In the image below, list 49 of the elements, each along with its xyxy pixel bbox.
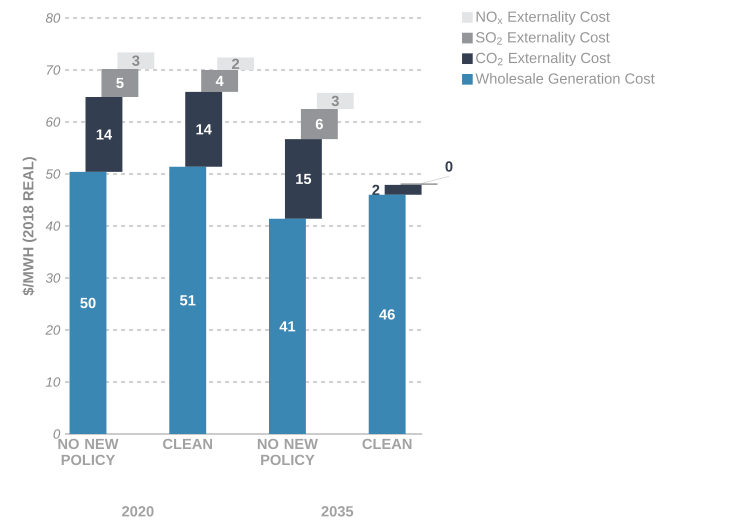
bar xyxy=(117,52,154,69)
y-tick-label: 40 xyxy=(46,221,60,231)
data-label: 2 xyxy=(232,58,240,69)
y-tick-label: 50 xyxy=(46,169,60,179)
y-tick-label: 80 xyxy=(46,13,60,23)
bar xyxy=(368,194,406,434)
bar xyxy=(300,109,338,140)
y-tick-label: 70 xyxy=(46,65,60,75)
data-label: 6 xyxy=(316,118,323,130)
data-label: 14 xyxy=(196,124,212,134)
y-tick-label: 10 xyxy=(46,377,60,387)
data-label: 2 xyxy=(372,184,380,195)
data-label: 14 xyxy=(96,129,112,140)
bar xyxy=(101,68,138,98)
y-axis-title: $/MWH (2018 REAL) xyxy=(22,157,36,296)
y-tick-label: 60 xyxy=(46,117,60,127)
data-label: 4 xyxy=(216,76,224,86)
data-label: 0 xyxy=(446,161,452,172)
x-tick-label: CLEAN xyxy=(163,438,212,450)
data-label: 51 xyxy=(180,295,196,306)
bar xyxy=(185,92,222,167)
data-label: 50 xyxy=(80,298,96,308)
y-tick-label: 30 xyxy=(46,273,60,283)
x-tick-label: NO NEW POLICY xyxy=(58,438,119,466)
y-tick-label: 20 xyxy=(45,325,60,335)
text: 2020 xyxy=(122,506,154,517)
legend-label: CO$_{2}$ Externality Cost xyxy=(476,52,610,66)
text: 2035 xyxy=(321,506,354,517)
bar xyxy=(86,97,122,172)
data-label: 15 xyxy=(296,174,312,184)
bar xyxy=(268,218,306,434)
data-label: 5 xyxy=(116,78,124,88)
legend-label: SO$_{2}$ Externality Cost xyxy=(476,32,610,46)
data-label: 3 xyxy=(332,96,339,106)
y-tick-label: 0 xyxy=(54,429,60,439)
bar xyxy=(201,70,238,92)
data-label: 46 xyxy=(379,309,395,320)
legend-label: Wholesale Generation Cost xyxy=(475,73,655,84)
bar xyxy=(169,166,206,434)
data-label: 3 xyxy=(132,55,140,66)
data-label: 41 xyxy=(280,321,296,332)
bar xyxy=(316,92,354,109)
x-tick-label: NO NEW POLICY xyxy=(258,438,318,466)
bar xyxy=(384,184,422,195)
x-tick-label: CLEAN xyxy=(362,438,412,450)
bar xyxy=(217,58,254,70)
bar xyxy=(284,139,322,219)
legend-label: NO$_{x}$ Externality Cost xyxy=(476,11,610,25)
bar xyxy=(70,172,106,434)
